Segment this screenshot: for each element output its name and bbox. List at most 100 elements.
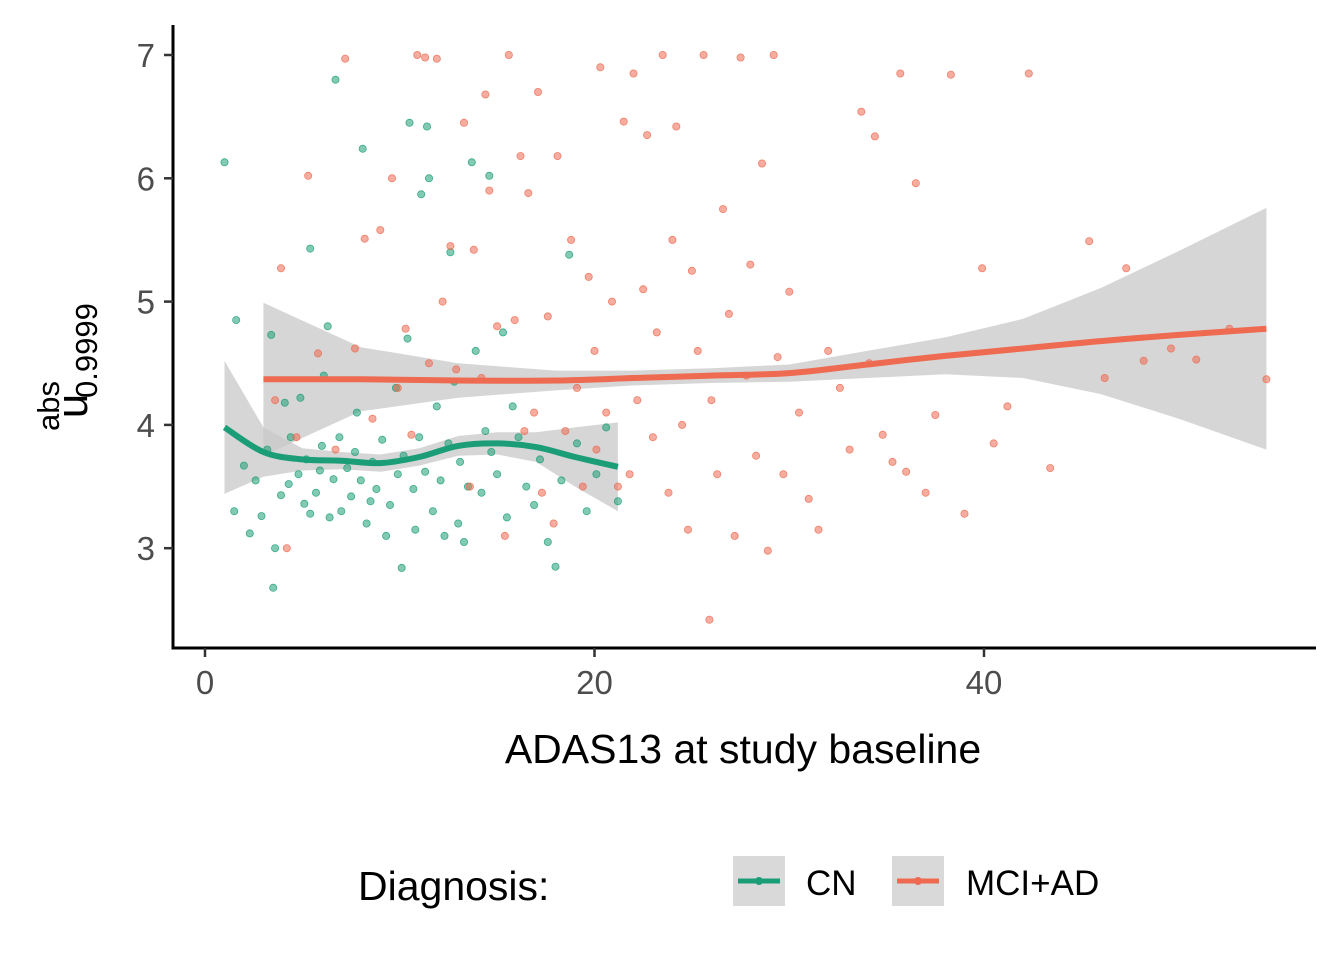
point-mciad bbox=[596, 63, 605, 72]
point-mciad bbox=[746, 260, 755, 269]
point-cn bbox=[296, 393, 305, 402]
ribbon-mciad bbox=[263, 207, 1267, 456]
point-cn bbox=[306, 509, 315, 518]
point-mciad bbox=[438, 297, 447, 306]
point-mciad bbox=[705, 615, 714, 624]
point-cn bbox=[220, 158, 229, 167]
point-mciad bbox=[602, 408, 611, 417]
axes: 0 20 40 3 4 5 6 7 bbox=[137, 25, 1316, 701]
y-axis-title-main: u bbox=[48, 394, 97, 418]
y-axis-title-superscript: abs bbox=[31, 381, 66, 431]
point-mciad bbox=[888, 457, 897, 466]
point-mciad bbox=[407, 430, 416, 439]
point-cn bbox=[366, 497, 375, 506]
point-cn bbox=[323, 322, 332, 331]
point-mciad bbox=[1262, 375, 1271, 384]
point-mciad bbox=[736, 53, 745, 62]
point-mciad bbox=[561, 427, 570, 436]
point-mciad bbox=[795, 408, 804, 417]
point-mciad bbox=[313, 349, 322, 358]
point-cn bbox=[514, 433, 523, 442]
point-mciad bbox=[878, 430, 887, 439]
point-mciad bbox=[769, 51, 778, 60]
legend-label-mciad: MCI+AD bbox=[966, 864, 1099, 903]
point-mciad bbox=[504, 51, 513, 60]
point-cn bbox=[311, 488, 320, 497]
y-tick-label: 4 bbox=[137, 407, 155, 444]
point-cn bbox=[411, 525, 420, 534]
point-mciad bbox=[921, 488, 930, 497]
point-cn bbox=[493, 470, 502, 479]
point-mciad bbox=[1139, 356, 1148, 365]
point-mciad bbox=[500, 531, 509, 540]
point-cn bbox=[565, 250, 574, 259]
point-mciad bbox=[459, 118, 468, 127]
point-mciad bbox=[584, 272, 593, 281]
point-cn bbox=[397, 563, 406, 572]
point-mciad bbox=[713, 470, 722, 479]
point-cn bbox=[393, 470, 402, 479]
point-mciad bbox=[421, 53, 430, 62]
y-tick-label: 6 bbox=[137, 160, 155, 197]
point-cn bbox=[602, 423, 611, 432]
point-cn bbox=[276, 491, 285, 500]
point-cn bbox=[415, 433, 424, 442]
point-cn bbox=[317, 441, 326, 450]
point-cn bbox=[536, 455, 545, 464]
point-cn bbox=[284, 480, 293, 489]
point-mciad bbox=[1085, 237, 1094, 246]
point-mciad bbox=[446, 242, 455, 251]
point-mciad bbox=[678, 420, 687, 429]
point-mciad bbox=[845, 445, 854, 454]
point-mciad bbox=[276, 264, 285, 273]
point-cn bbox=[485, 171, 494, 180]
point-cn bbox=[454, 519, 463, 528]
point-cn bbox=[337, 507, 346, 516]
point-mciad bbox=[978, 264, 987, 273]
point-mciad bbox=[331, 445, 340, 454]
point-mciad bbox=[376, 226, 385, 235]
point-mciad bbox=[693, 346, 702, 355]
point-mciad bbox=[902, 467, 911, 476]
point-mciad bbox=[758, 159, 767, 168]
point-cn bbox=[385, 500, 394, 509]
point-cn bbox=[331, 75, 340, 84]
point-cn bbox=[329, 475, 338, 484]
point-mciad bbox=[625, 470, 634, 479]
smooth-line-mciad bbox=[263, 325, 1267, 384]
point-mciad bbox=[804, 494, 813, 503]
point-mciad bbox=[779, 470, 788, 479]
point-cn bbox=[557, 476, 566, 485]
point-mciad bbox=[814, 525, 823, 534]
point-cn bbox=[543, 538, 552, 547]
point-cn bbox=[230, 507, 239, 516]
point-mciad bbox=[510, 316, 519, 325]
point-mciad bbox=[946, 70, 955, 79]
point-mciad bbox=[481, 90, 490, 99]
x-tick-label: 20 bbox=[576, 664, 613, 701]
point-mciad bbox=[1003, 402, 1012, 411]
point-cn bbox=[522, 482, 531, 491]
legend-key-cn-point bbox=[755, 877, 763, 885]
point-cn bbox=[382, 531, 391, 540]
point-cn bbox=[467, 158, 476, 167]
point-mciad bbox=[350, 344, 359, 353]
point-cn bbox=[440, 531, 449, 540]
point-mciad bbox=[360, 234, 369, 243]
point-mciad bbox=[368, 414, 377, 423]
point-cn bbox=[362, 519, 371, 528]
point-mciad bbox=[393, 383, 402, 392]
point-cn bbox=[530, 500, 539, 509]
point-cn bbox=[232, 316, 241, 325]
point-mciad bbox=[652, 328, 661, 337]
point-cn bbox=[372, 484, 381, 493]
point-mciad bbox=[633, 396, 642, 405]
point-cn bbox=[343, 464, 352, 473]
point-mciad bbox=[989, 439, 998, 448]
point-cn bbox=[325, 513, 334, 522]
point-mciad bbox=[520, 427, 529, 436]
point-mciad bbox=[629, 69, 638, 78]
point-cn bbox=[356, 476, 365, 485]
point-mciad bbox=[493, 322, 502, 331]
